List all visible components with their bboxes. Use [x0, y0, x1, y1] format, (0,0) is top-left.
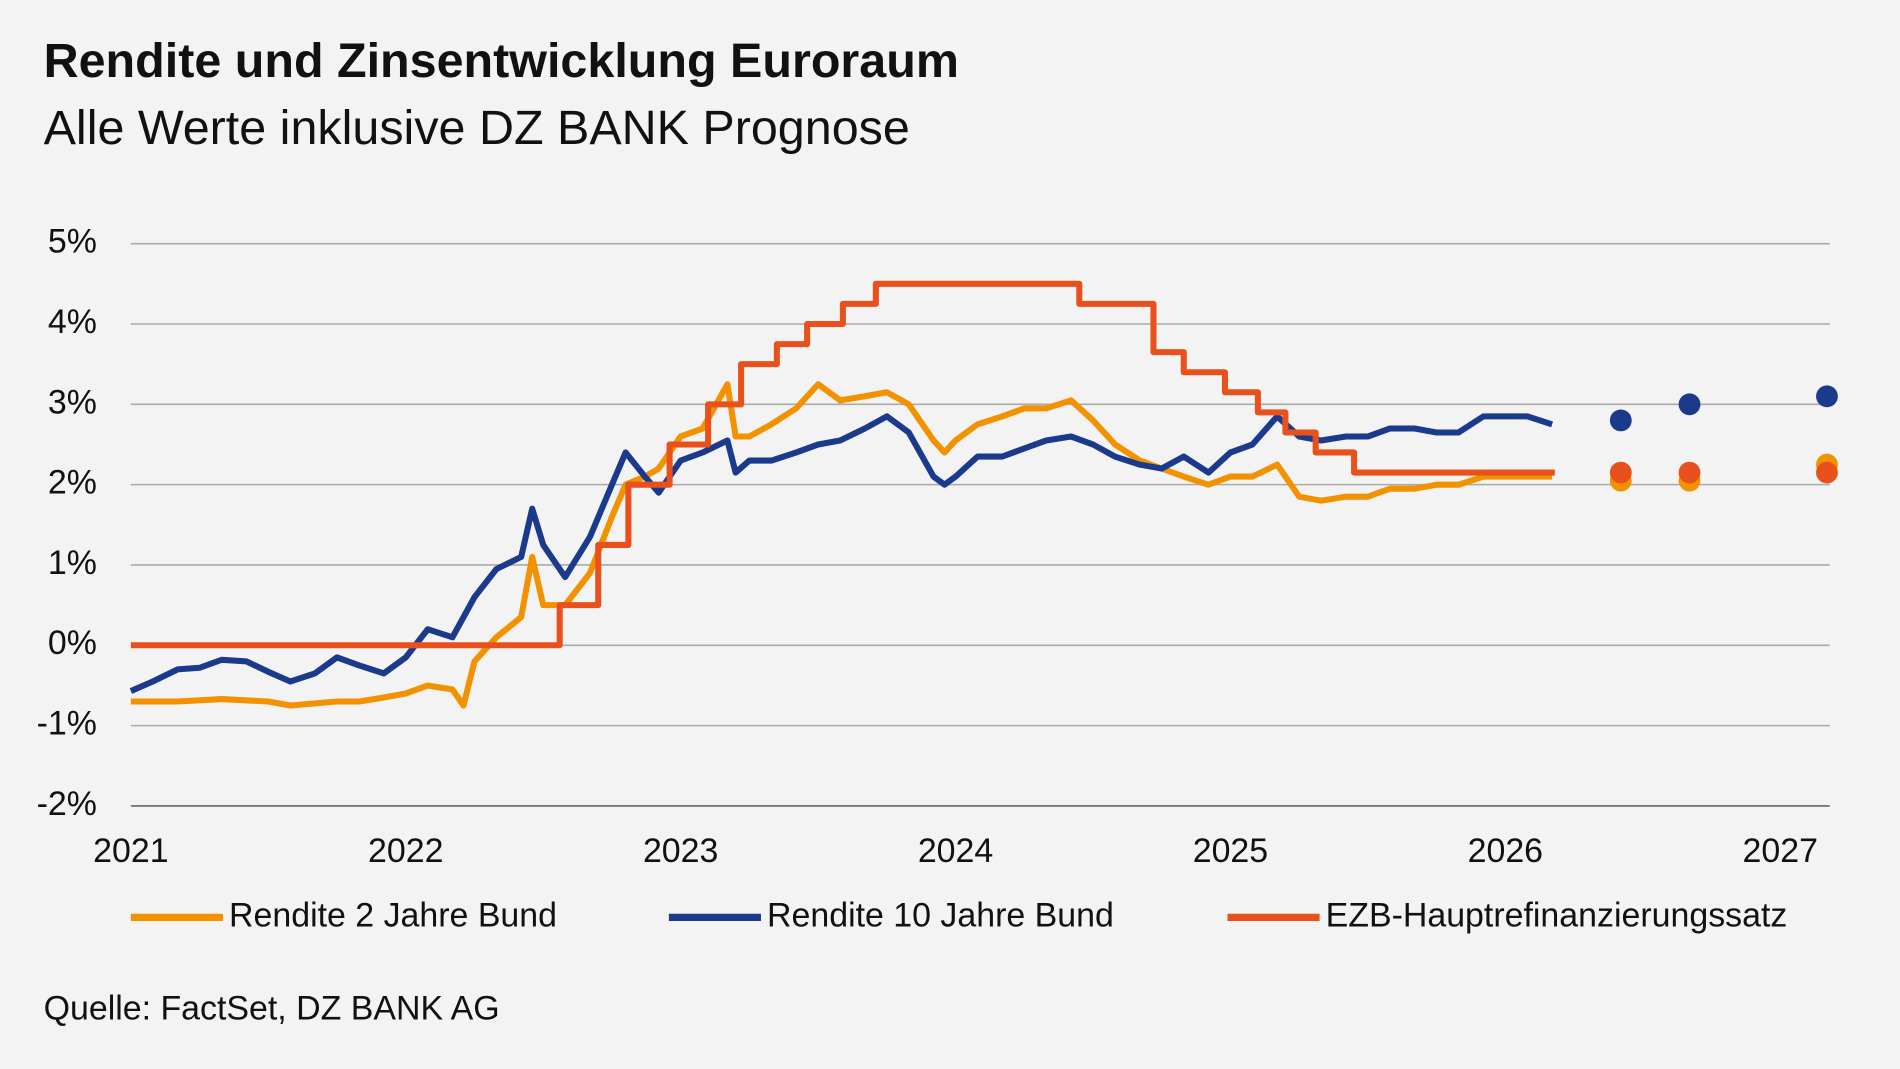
x-tick-label: 2025	[1193, 832, 1268, 870]
forecast-dot	[1816, 385, 1838, 408]
y-tick-label: -1%	[37, 705, 97, 743]
y-tick-label: 2%	[48, 464, 97, 502]
x-tick-label: 2026	[1468, 832, 1543, 870]
line-series	[129, 413, 1554, 694]
y-tick-label: 0%	[48, 624, 97, 662]
x-tick-label: 2022	[368, 832, 443, 870]
legend-label: Rendite 2 Jahre Bund	[229, 896, 557, 934]
y-tick-label: 3%	[48, 383, 97, 421]
forecast-dot	[1678, 461, 1701, 484]
legend-label: EZB-Hauptrefinanzierungssatz	[1326, 896, 1788, 934]
line-series	[130, 280, 1555, 649]
forecast-dot	[1609, 409, 1632, 432]
x-tick-label: 2024	[918, 832, 993, 870]
forecast-dot	[1609, 461, 1632, 484]
legend-label: Rendite 10 Jahre Bund	[767, 896, 1114, 934]
chart-title: Rendite und Zinsentwicklung Euroraum	[44, 34, 959, 88]
source: Quelle: FactSet, DZ BANK AG	[44, 990, 500, 1028]
x-tick-label: 2027	[1743, 832, 1818, 870]
y-tick-label: 4%	[48, 303, 97, 341]
x-tick-label: 2023	[643, 832, 718, 870]
y-tick-label: 1%	[48, 544, 97, 582]
y-tick-label: -2%	[37, 785, 97, 823]
y-tick-label: 5%	[48, 223, 97, 261]
x-tick-label: 2021	[93, 832, 168, 870]
forecast-dot	[1678, 393, 1701, 416]
forecast-dot	[1816, 461, 1838, 484]
chart-subtitle: Alle Werte inklusive DZ BANK Prognose	[44, 101, 910, 155]
line-series	[130, 381, 1553, 709]
